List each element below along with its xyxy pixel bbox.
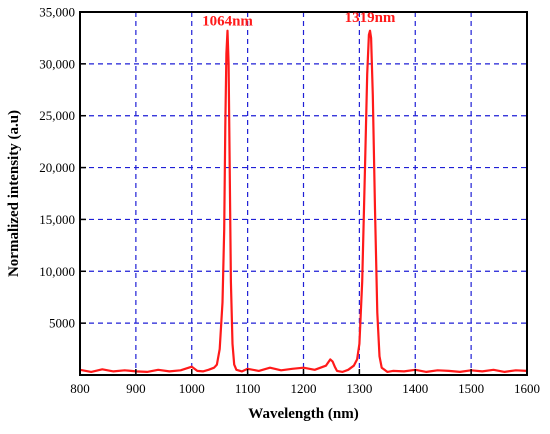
peak-annotations: 1064nm 1319nm	[202, 10, 396, 29]
y-tick-label: 10,000	[39, 264, 75, 279]
x-tick-label: 1600	[514, 381, 540, 396]
series-layer	[79, 29, 528, 373]
y-tick-label: 30,000	[39, 56, 75, 71]
y-tick-label: 25,000	[39, 108, 75, 123]
peak-label: 1064nm	[202, 13, 253, 29]
grid-lines	[80, 12, 527, 375]
y-axis-title: Normalized intensity (a.u)	[6, 110, 22, 277]
spectrum-line	[79, 29, 528, 373]
x-tick-label: 1000	[179, 381, 205, 396]
x-tick-label: 1300	[346, 381, 372, 396]
x-tick-label: 800	[70, 381, 90, 396]
y-axis-ticks: 5000 10,000 15,000 20,000 25,000 30,000 35,000	[39, 5, 86, 331]
x-axis-title: Wavelength (nm)	[248, 406, 358, 422]
y-tick-label: 35,000	[39, 5, 75, 20]
peak-label: 1319nm	[345, 10, 396, 26]
x-tick-label: 1200	[291, 381, 317, 396]
x-axis-ticks: 800 900 1000 1100 1200 1300 1400 1500 1600	[70, 369, 540, 396]
y-tick-label: 5000	[49, 316, 75, 331]
x-tick-label: 1100	[235, 381, 261, 396]
x-tick-label: 1500	[458, 381, 484, 396]
x-tick-label: 1400	[402, 381, 428, 396]
y-tick-label: 15,000	[39, 212, 75, 227]
x-tick-label: 900	[126, 381, 146, 396]
y-tick-label: 20,000	[39, 160, 75, 175]
